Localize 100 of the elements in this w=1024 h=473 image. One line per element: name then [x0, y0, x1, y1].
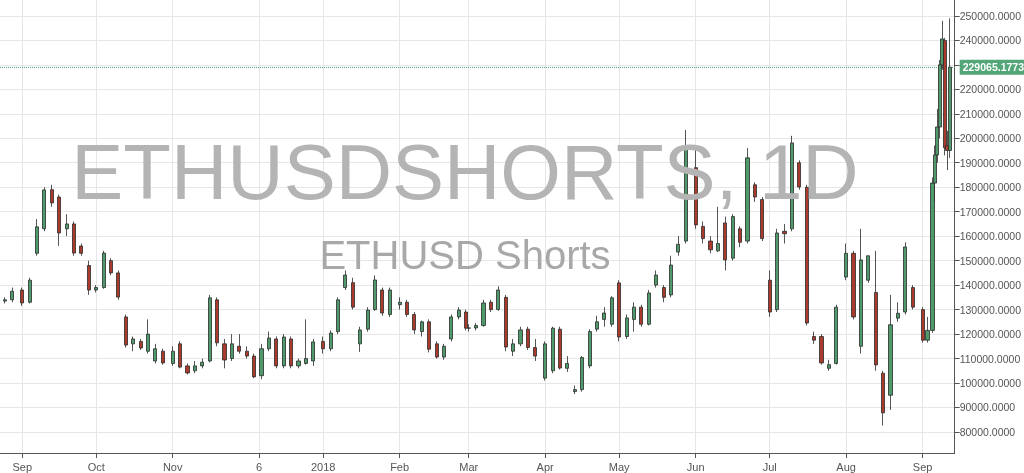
y-tick-label: 200000.0000: [959, 132, 1022, 145]
candlestick: [200, 358, 204, 369]
candlestick: [289, 336, 293, 369]
candlestick: [819, 333, 824, 366]
candlestick: [65, 213, 69, 237]
candlestick: [72, 221, 76, 257]
candlestick: [208, 294, 212, 363]
candlestick: [844, 243, 848, 281]
y-tick-label: 160000.0000: [959, 230, 1022, 243]
candlestick: [588, 328, 592, 369]
candlestick: [358, 326, 362, 353]
candlestick: [311, 338, 315, 367]
y-tick-label: 180000.0000: [959, 181, 1022, 194]
candlestick: [398, 296, 402, 310]
candlestick: [267, 331, 271, 352]
candlestick: [259, 343, 264, 380]
candlestick: [215, 296, 219, 347]
candlestick: [296, 358, 301, 369]
candlestick: [427, 318, 431, 353]
candlestick: [131, 336, 135, 352]
candlestick: [662, 284, 666, 303]
candlestick: [245, 345, 249, 359]
candlestick: [558, 326, 562, 370]
text: ETHUSD Shorts: [319, 233, 611, 277]
candlestick: [109, 257, 113, 276]
candlestick: [647, 289, 651, 326]
candlestick: [321, 336, 325, 355]
candlestick: [274, 336, 278, 369]
candlestick: [10, 287, 14, 303]
candlestick: [496, 285, 500, 312]
candlestick: [782, 223, 787, 244]
candlestick: [911, 284, 915, 310]
y-tick-label: 100000.0000: [959, 377, 1022, 390]
candlestick: [834, 304, 838, 366]
candlestick: [146, 318, 150, 355]
y-tick-label: 240000.0000: [959, 34, 1022, 47]
candlestick: [543, 341, 547, 381]
candlestick: [573, 385, 577, 395]
y-tick-label: 150000.0000: [959, 254, 1022, 267]
x-tick-label: Apr: [536, 460, 555, 473]
candlestick: [827, 359, 831, 372]
y-tick-label: 90000.0000: [959, 401, 1016, 414]
candlestick: [304, 318, 308, 366]
candlestick: [442, 343, 446, 361]
candlestick: [504, 294, 508, 352]
candlestick: [329, 329, 333, 352]
candlestick: [708, 235, 713, 254]
candlestick: [178, 341, 182, 369]
candlestick: [625, 314, 629, 340]
candlestick: [859, 228, 863, 355]
candlestick: [42, 186, 46, 232]
candlestick: [282, 333, 286, 369]
candlestick: [903, 241, 907, 315]
y-tick-label: 190000.0000: [959, 156, 1022, 169]
candlestick: [602, 306, 606, 328]
candlestick: [632, 301, 636, 333]
candlestick: [420, 320, 424, 337]
x-tick-label: Jul: [762, 460, 777, 473]
candlestick: [412, 311, 416, 335]
candlestick: [888, 294, 893, 411]
candlestick: [595, 315, 599, 333]
candlestick: [610, 295, 614, 328]
candlestick: [851, 250, 856, 320]
candlestick: [526, 326, 530, 351]
candlestick: [50, 184, 54, 208]
candlestick: [874, 250, 878, 372]
y-tick-label: 130000.0000: [959, 303, 1022, 316]
candlestick: [237, 333, 241, 355]
candlestick: [738, 225, 742, 248]
candlestick: [35, 218, 39, 257]
candlestick: [881, 370, 885, 426]
x-tick-label: Aug: [836, 460, 856, 473]
candlestick: [351, 277, 355, 310]
candlestick: [701, 221, 705, 244]
x-tick-label: Jun: [686, 460, 705, 473]
candlestick: [676, 235, 680, 257]
candlestick: [20, 287, 24, 307]
candlestick: [171, 345, 175, 367]
candlestick: [489, 299, 493, 313]
candlestick: [518, 326, 523, 347]
candlestick: [153, 343, 157, 364]
y-tick-label: 170000.0000: [959, 205, 1022, 218]
candlestick: [124, 314, 128, 348]
x-tick-label: Nov: [162, 460, 183, 473]
y-tick-label: 80000.0000: [959, 425, 1016, 438]
candlestick: [185, 363, 190, 375]
x-tick-label: Sep: [912, 460, 933, 473]
candlestick: [654, 270, 658, 288]
ref-line-label: 229065.1773: [962, 61, 1024, 74]
candlestick: [3, 296, 7, 304]
candlestick: [388, 287, 392, 318]
candlestick: [336, 296, 340, 335]
candlestick: [373, 274, 377, 312]
x-tick-label: Sep: [12, 460, 32, 473]
y-tick-label: 210000.0000: [959, 107, 1022, 120]
candlestick: [380, 287, 384, 317]
candlestick: [866, 255, 870, 284]
y-tick-label: 250000.0000: [959, 9, 1022, 22]
candlestick: [474, 322, 478, 331]
candlestick: [222, 338, 227, 369]
